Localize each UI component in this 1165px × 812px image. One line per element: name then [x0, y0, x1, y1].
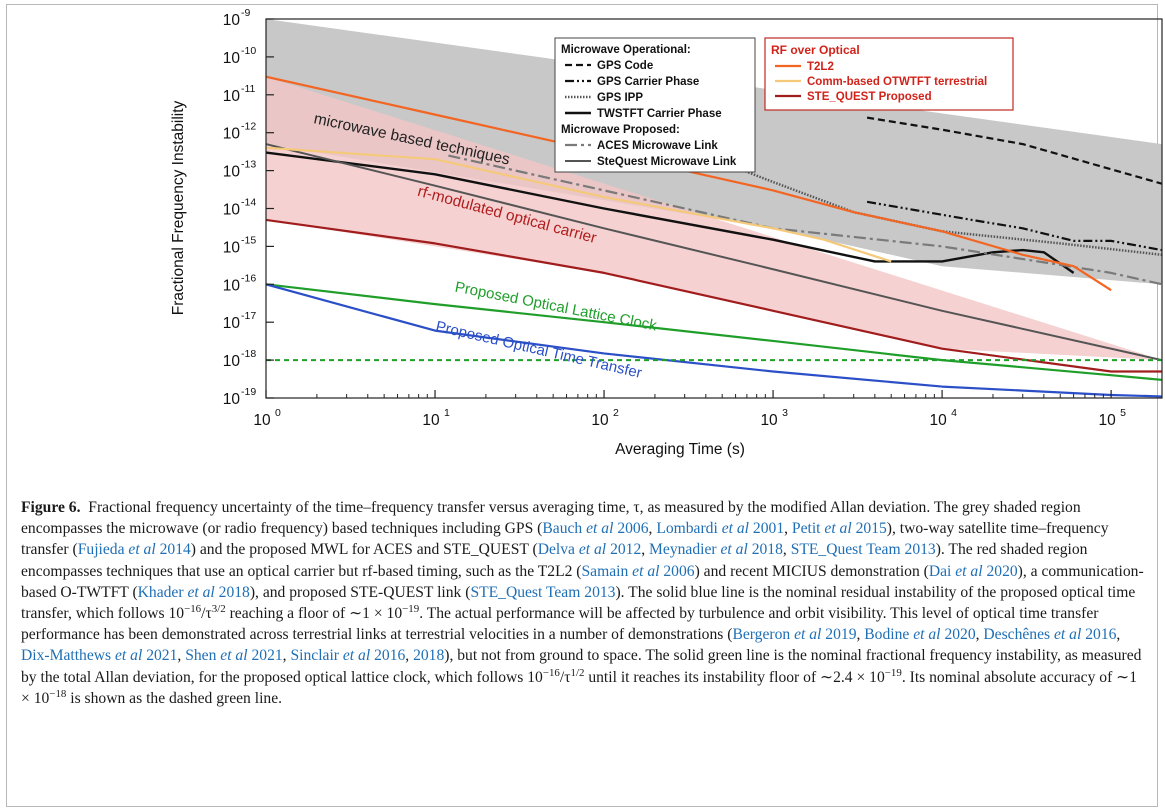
x-tick-label: 10: [253, 412, 271, 429]
citation[interactable]: Sinclair et al 2016: [290, 647, 406, 665]
figure-frame: [6, 4, 1158, 807]
x-axis-label: Averaging Time (s): [615, 441, 745, 458]
y-tick-exponent: -9: [241, 7, 250, 19]
figure-label: Figure 6.: [21, 499, 81, 516]
series-line-t2l2: [266, 75, 1112, 292]
x-tick-label: 10: [422, 412, 440, 429]
y-tick-exponent: -12: [241, 121, 256, 133]
series-line-comm-based-otwtft-terrestrial: [266, 146, 892, 263]
y-tick-label: 10: [223, 239, 241, 256]
caption-text: . The actual performance will be affecte…: [21, 605, 1099, 644]
legend-entry: STE_QUEST Proposed: [807, 91, 932, 103]
y-tick-exponent: -13: [241, 159, 256, 171]
citation[interactable]: Lombardi et al 2001: [656, 520, 785, 538]
legend-heading: Microwave Proposed:: [561, 124, 680, 136]
legend-rf-box: [764, 37, 1014, 111]
legend-microwave: Microwave Operational: GPS Code GPS Carrie…: [554, 37, 756, 173]
series-line-twstft-carrier-phase: [266, 151, 1075, 274]
citation[interactable]: Meynadier et al 2018: [649, 541, 783, 559]
x-tick-exponent: 5: [1120, 407, 1126, 419]
caption-text: . Its nominal absolute accuracy of ∼1 × …: [21, 668, 1138, 707]
y-tick-label: 10: [223, 12, 241, 29]
legend-entry: GPS Carrier Phase: [597, 76, 699, 88]
legend-entry: SteQuest Microwave Link: [597, 156, 737, 168]
y-tick-label: 10: [223, 164, 241, 181]
legend-entry: ACES Microwave Link: [597, 140, 718, 152]
legend-microwave-box: [554, 37, 756, 173]
y-tick-label: 10: [223, 391, 241, 408]
x-tick-label: 10: [760, 412, 778, 429]
caption-text: ), but not from ground to space. The sol…: [21, 647, 1142, 686]
citation[interactable]: Petit et al 2015: [791, 520, 887, 538]
series-line-proposed-optical-lattice-clock: [266, 283, 1162, 382]
x-tick-exponent: 0: [275, 407, 281, 419]
series-line-gps-carrier-phase: [866, 200, 1162, 252]
legend-entry: TWSTFT Carrier Phase: [597, 108, 722, 120]
y-tick-label: 10: [223, 202, 241, 219]
y-tick-exponent: -10: [241, 45, 256, 57]
y-tick-label: 10: [223, 315, 241, 332]
legend-entry: GPS IPP: [597, 92, 643, 104]
citation[interactable]: 2018: [413, 647, 445, 665]
citation[interactable]: Shen et al 2021: [185, 647, 283, 665]
citation[interactable]: Bergeron et al 2019: [732, 626, 857, 644]
citation[interactable]: STE_Quest Team 2013: [790, 541, 936, 559]
citation[interactable]: Bauch et al 2006: [542, 520, 649, 538]
series-line-aces-microwave-link: [448, 154, 1162, 286]
y-tick-label: 10: [223, 50, 241, 67]
series-line-gps-code: [866, 116, 1162, 185]
caption-text: is shown as the dashed green line.: [66, 689, 283, 707]
caption-text: ) and recent MICIUS demonstration (: [694, 562, 929, 580]
citation[interactable]: Samain et al 2006: [581, 562, 695, 580]
legend-entry: Comm-based OTWTFT terrestrial: [807, 76, 987, 88]
caption-text: ) and the proposed MWL for ACES and STE_…: [190, 541, 538, 559]
series-line-stequest-microwave-link: [266, 143, 1162, 362]
x-tick-exponent: 3: [782, 407, 788, 419]
figure-caption: Figure 6. Fractional frequency uncertain…: [21, 499, 1144, 707]
x-tick-label: 10: [1098, 412, 1116, 429]
caption-text: Fractional frequency uncertainty of the …: [21, 499, 1081, 538]
y-tick-label: 10: [223, 126, 241, 143]
y-tick-exponent: -19: [241, 386, 256, 398]
legend-rf-over-optical: RF over Optical T2L2 Comm-based OTWTFT ter…: [764, 37, 1014, 111]
series-line-ste-quest-proposed: [266, 218, 1162, 373]
y-tick-exponent: -17: [241, 310, 256, 322]
citation[interactable]: Dix-Matthews et al 2021: [21, 647, 178, 665]
caption-text: ). The red shaded region encompasses tec…: [21, 541, 1088, 580]
citation[interactable]: Dai et al 2020: [928, 562, 1018, 580]
caption-text: ). The solid blue line is the nominal re…: [21, 583, 1136, 623]
legend-heading: Microwave Operational:: [561, 44, 691, 56]
y-tick-label: 10: [223, 277, 241, 294]
y-tick-exponent: -16: [241, 272, 256, 284]
x-tick-exponent: 4: [951, 407, 957, 419]
caption-text: ), a communication-based O-TWTFT (: [21, 562, 1144, 601]
y-tick-exponent: -18: [241, 348, 256, 360]
y-tick-exponent: -14: [241, 197, 256, 209]
x-tick-exponent: 2: [613, 407, 619, 419]
x-tick-label: 10: [591, 412, 609, 429]
annotation-label-2: Proposed Optical Lattice Clock: [454, 279, 659, 335]
y-tick-exponent: -15: [241, 234, 256, 246]
x-tick-label: 10: [929, 412, 947, 429]
citation[interactable]: Bodine et al 2020: [864, 626, 976, 644]
caption-text: ), and proposed STE-QUEST link (: [249, 583, 471, 601]
citation[interactable]: Khader et al 2018: [137, 583, 250, 601]
y-tick-label: 10: [223, 353, 241, 370]
legend-entry: GPS Code: [597, 60, 653, 72]
legend-entry: T2L2: [807, 61, 834, 73]
citation[interactable]: Deschênes et al 2016: [983, 626, 1117, 644]
x-tick-exponent: 1: [444, 407, 450, 419]
citation[interactable]: Delva et al 2012: [537, 541, 642, 559]
annotation-label-3: Proposed Optical Time Transfer: [434, 318, 643, 382]
caption-text: ), two-way satellite time–frequency tran…: [21, 520, 1109, 559]
citation[interactable]: Fujieda et al 2014: [77, 541, 191, 559]
citation[interactable]: STE_Quest Team 2013: [470, 583, 616, 601]
legend-heading: RF over Optical: [771, 43, 860, 57]
y-tick-exponent: -11: [241, 83, 256, 95]
y-axis-label: Fractional Frequency Instability: [170, 100, 187, 315]
y-tick-label: 10: [223, 88, 241, 105]
